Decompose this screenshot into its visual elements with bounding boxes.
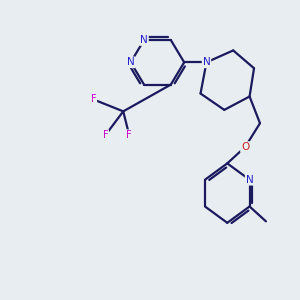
Text: O: O bbox=[241, 142, 249, 152]
Text: F: F bbox=[91, 94, 96, 104]
Text: F: F bbox=[103, 130, 108, 140]
Text: N: N bbox=[246, 175, 254, 185]
Text: N: N bbox=[202, 57, 210, 67]
Text: N: N bbox=[127, 57, 135, 67]
Text: F: F bbox=[126, 130, 132, 140]
Text: N: N bbox=[140, 35, 148, 45]
